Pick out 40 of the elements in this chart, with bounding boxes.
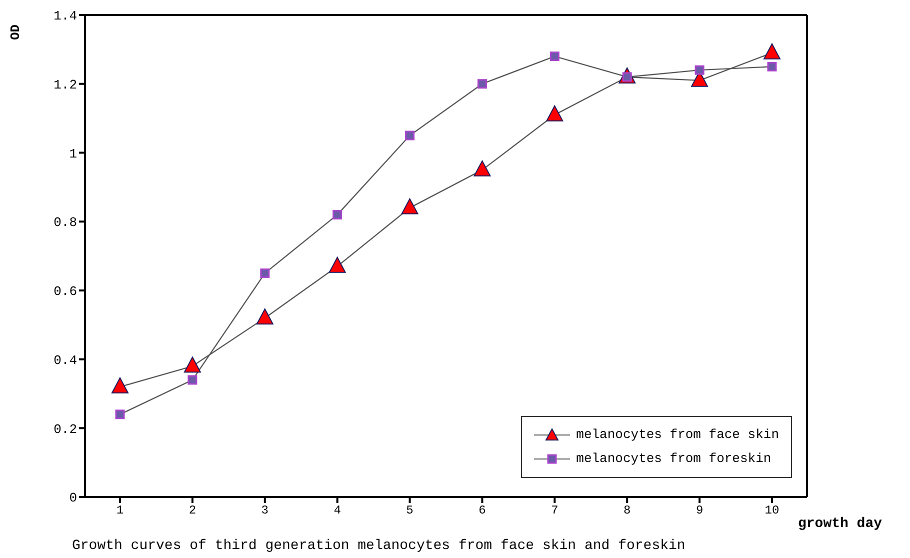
point [112,377,128,394]
x-tick-label: 7 [551,504,558,518]
y-tick-label: 1.2 [54,77,77,92]
point [477,79,487,89]
point [260,268,270,278]
y-tick-label: 0.2 [54,422,77,437]
point [694,65,704,75]
x-tick-label: 3 [261,504,268,518]
y-tick-label: 1 [69,146,78,162]
point [115,410,125,420]
point [328,256,346,273]
legend-label: melanocytes from face skin [576,426,779,444]
y-axis-title: OD [8,24,23,40]
x-tick-label: 4 [334,504,341,518]
x-axis-title: growth day [798,516,882,532]
point [550,52,560,62]
x-tick-label: 1 [116,504,124,518]
legend-label: melanocytes from foreskin [576,450,772,468]
point [188,375,198,385]
y-tick-label: 0 [69,490,77,506]
x-tick-label: 5 [406,504,414,518]
x-tick-label: 8 [624,504,631,518]
point [184,356,201,373]
y-tick-label: 0.6 [54,284,77,300]
x-tick-label: 10 [764,504,780,518]
text: Growth curves of third generation melanocytes from face skin and foreskin [72,538,686,554]
x-tick-label: 9 [696,504,704,518]
point [764,43,780,60]
y-tick-label: 0.4 [54,352,78,368]
point [256,308,274,324]
point [546,105,564,122]
x-tick-label: 2 [188,504,196,518]
point [767,62,777,72]
y-tick-label: 1.4 [54,8,78,24]
point [474,160,491,176]
point [401,198,418,214]
y-tick-label: 0.8 [54,215,77,230]
point [405,130,415,140]
point [332,210,342,220]
x-tick-label: 6 [478,504,486,518]
